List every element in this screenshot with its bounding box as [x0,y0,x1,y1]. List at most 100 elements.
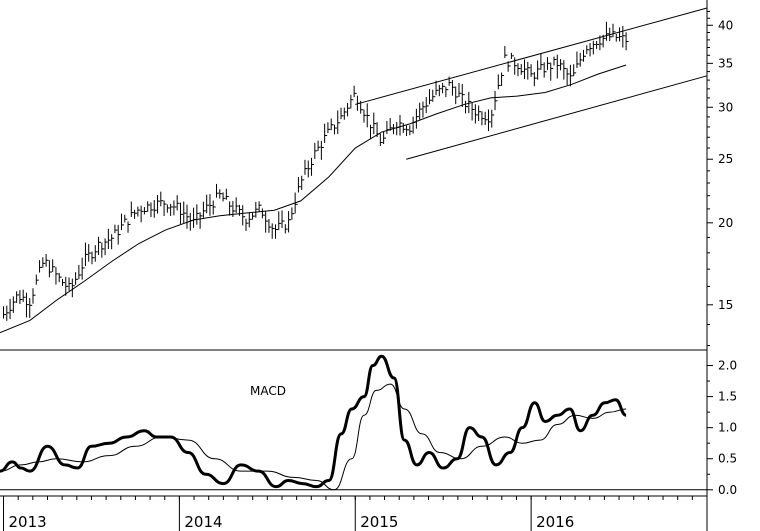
price-bar [373,112,377,135]
price-bar [409,125,413,136]
price-bar [58,272,62,283]
price-tick-label: 15 [718,298,733,312]
lower-channel-line [406,75,708,160]
price-bar [107,228,111,250]
price-bar [438,84,442,97]
price-bar [120,213,124,231]
price-bar [22,289,26,302]
price-bar [458,83,462,98]
price-bar [52,259,56,273]
price-bar [494,90,498,111]
price-bar [271,223,275,239]
price-bar [84,242,88,267]
price-bar [343,107,347,120]
price-bar [370,124,374,140]
price-bar [350,94,354,109]
price-bar [268,219,272,233]
macd-tick-label: 1.5 [718,390,737,404]
price-bar [573,64,577,77]
price-bar [576,51,580,68]
price-tick-label: 20 [718,216,733,230]
price-bar [501,72,505,86]
price-bar [579,52,583,67]
macd-panel: 0.0 0.5 1.0 1.5 2.0 [0,354,737,497]
price-bar [461,83,465,107]
price-bar [78,264,82,280]
price-bar [550,62,554,81]
price-bar [435,80,439,96]
price-bar [65,276,69,296]
price-bar [140,205,144,223]
price-bar [451,80,455,96]
x-tick-label: 2013 [9,513,47,531]
macd-tick-label: 0.5 [718,452,737,466]
price-bar [517,63,521,77]
price-bar [209,194,213,216]
price-bar [363,109,367,123]
price-bar [583,49,587,62]
price-bar [399,115,403,136]
price-bar [137,206,141,217]
x-tick-label: 2016 [536,513,574,531]
price-tick-label: 35 [718,56,733,70]
price-bar [61,278,65,286]
price-bar [147,201,151,212]
price-bar [383,131,387,145]
price-bar [55,267,59,285]
price-bar [75,272,79,285]
price-bar [530,64,534,77]
macd-panel-label: MACD [250,384,286,398]
price-bar [556,54,560,79]
price-bar [193,207,197,228]
price-bar [422,101,426,118]
price-bar [19,290,23,304]
price-bar [471,102,475,121]
price-bar [284,224,288,234]
price-bar [127,221,131,233]
price-bar [487,109,491,132]
price-bar [39,260,43,273]
price-bar [340,107,344,120]
price-bar [304,159,308,175]
price-bar [153,200,157,218]
price-bar [222,192,226,202]
macd-tick-label: 0.0 [718,483,737,497]
price-bar [392,123,396,135]
price-bar [238,204,242,216]
price-bar [225,188,229,200]
price-bar [311,157,315,176]
price-bar [465,100,469,114]
price-tick-label: 25 [718,152,733,166]
price-bar [235,197,239,213]
price-bar [297,177,301,193]
price-bar [288,211,292,233]
price-bar [563,60,567,80]
price-bar [389,118,393,131]
price-bar [455,86,459,105]
price-bar [379,133,383,147]
price-bar [353,85,357,98]
price-bar [143,207,147,215]
price-bar [560,59,564,71]
price-bar [507,61,511,72]
price-bar [317,140,321,151]
price-bar [320,140,324,160]
price-bar [330,118,334,131]
price-bar [524,59,528,80]
price-bar [327,122,331,134]
price-bar [12,296,16,313]
price-bar [546,57,550,71]
price-bar [442,82,446,94]
price-bar [265,211,269,233]
price-bar [432,89,436,102]
price-bar [261,208,265,219]
price-tick-label: 30 [718,100,733,114]
price-bar [32,288,36,304]
price-bar [333,124,337,135]
price-bar [98,236,102,255]
price-bar [6,305,10,321]
price-bar [196,204,200,225]
price-bar [386,120,390,134]
price-bar [101,242,105,258]
